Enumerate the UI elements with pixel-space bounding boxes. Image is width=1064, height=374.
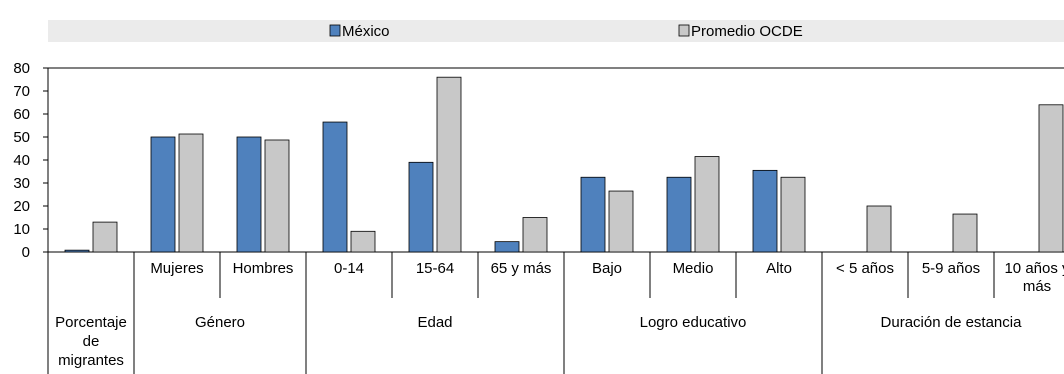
group-label: Duración de estancia — [881, 314, 1023, 331]
bar-mexico — [408, 161, 434, 253]
legend-swatch-ocde — [678, 24, 690, 37]
y-tick-label: 0 — [22, 244, 30, 261]
bar-ocde — [780, 176, 806, 253]
y-tick-label: 40 — [13, 152, 30, 169]
bar-ocde — [350, 230, 376, 253]
category-label: 5-9 años — [922, 260, 980, 277]
category-label: 65 y más — [491, 260, 552, 277]
category-label: Hombres — [233, 260, 294, 277]
legend-swatch-mexico — [329, 24, 341, 37]
bar-ocde — [264, 139, 290, 253]
bar-mexico — [64, 249, 90, 253]
category-label: Alto — [766, 260, 792, 277]
plot-area — [47, 67, 1064, 253]
group-label: Género — [195, 314, 245, 331]
category-label: Medio — [673, 260, 714, 277]
category-label: < 5 años — [836, 260, 894, 277]
y-tick-label: 20 — [13, 198, 30, 215]
category-label: 0-14 — [334, 260, 364, 277]
group-label: Porcentaje de migrantes — [55, 314, 127, 369]
bar-ocde — [92, 221, 118, 253]
bar-ocde — [1038, 104, 1064, 253]
bar-mexico — [666, 176, 692, 253]
bar-mexico — [236, 136, 262, 253]
y-tick-label: 70 — [13, 83, 30, 100]
bar-ocde — [522, 217, 548, 253]
legend-label-ocde: Promedio OCDE — [691, 23, 803, 40]
category-label: Mujeres — [150, 260, 203, 277]
category-label: 15-64 — [416, 260, 454, 277]
y-axis: 0 10 20 30 40 50 60 70 80 — [13, 60, 48, 261]
bar-ocde — [866, 205, 892, 253]
legend-band — [48, 20, 1064, 42]
plot-frame — [47, 67, 1064, 253]
bar-mexico — [580, 176, 606, 253]
bar-ocde — [436, 76, 462, 253]
bar-ocde — [952, 213, 978, 253]
bar-mexico — [322, 121, 348, 253]
bar-ocde — [694, 156, 720, 253]
bar-mexico — [752, 169, 778, 253]
group-label: Edad — [417, 314, 452, 331]
y-tick-label: 30 — [13, 175, 30, 192]
group-label: Logro educativo — [640, 314, 747, 331]
y-tick-label: 60 — [13, 106, 30, 123]
bar-mexico — [150, 136, 176, 253]
bar-mexico — [494, 241, 520, 253]
y-tick-label: 50 — [13, 129, 30, 146]
y-tick-label: 80 — [13, 60, 30, 77]
category-label: 10 años y más — [1004, 260, 1064, 295]
legend: México Promedio OCDE — [329, 23, 803, 40]
y-tick-label: 10 — [13, 221, 30, 238]
category-label: Bajo — [592, 260, 622, 277]
bar-ocde — [178, 133, 204, 253]
bar-ocde — [608, 190, 634, 253]
legend-label-mexico: México — [342, 23, 390, 40]
